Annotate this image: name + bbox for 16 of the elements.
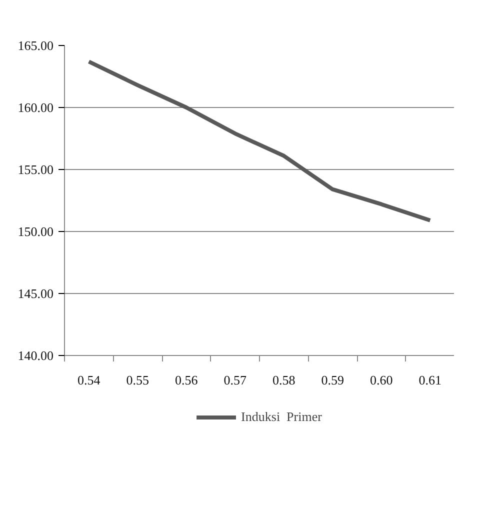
x-tick-label: 0.57	[224, 372, 247, 388]
y-tick-label: 155.00	[18, 162, 54, 177]
x-tick-label: 0.56	[175, 372, 198, 388]
x-tick-label: 0.60	[370, 372, 393, 388]
x-tick-label: 0.61	[418, 372, 442, 388]
x-tick-label: 0.54	[78, 372, 101, 388]
x-tick-label: 0.58	[272, 372, 296, 388]
legend-label: Induksi Primer	[241, 409, 322, 425]
y-tick-label: 140.00	[18, 348, 54, 363]
y-tick-label: 150.00	[18, 224, 54, 239]
line-series	[86, 60, 432, 222]
y-tick-label: 145.00	[18, 286, 54, 301]
x-tick-label: 0.59	[321, 372, 344, 388]
x-tick-label: 0.55	[126, 372, 149, 388]
y-tick-label: 165.00	[18, 38, 54, 53]
y-tick-label: 160.00	[18, 100, 54, 115]
